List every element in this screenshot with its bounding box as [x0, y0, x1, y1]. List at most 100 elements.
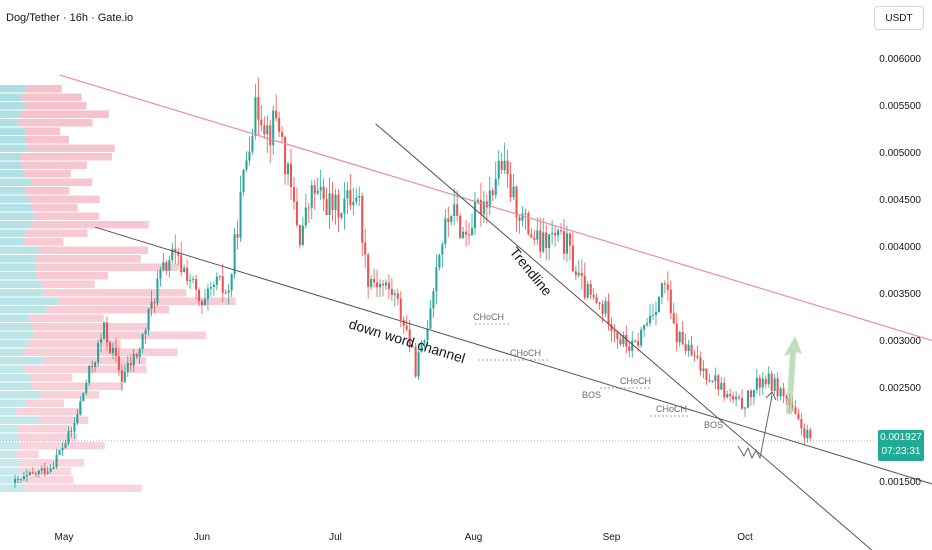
candle-body — [651, 314, 655, 316]
candle-body — [494, 178, 497, 196]
candle-body — [708, 380, 711, 382]
candle-body — [16, 478, 20, 480]
candle-body — [248, 151, 251, 161]
candle-body — [634, 340, 637, 342]
candle-body — [527, 213, 530, 235]
candle-body — [444, 218, 447, 244]
candle-body — [530, 234, 533, 238]
candle-body — [387, 282, 390, 290]
candle-body — [114, 347, 117, 357]
candle-body — [307, 207, 310, 209]
candle-body — [73, 423, 76, 432]
candle-body — [390, 289, 393, 295]
candle-body — [135, 353, 138, 358]
currency-button[interactable]: USDT — [874, 6, 924, 30]
candle-body — [168, 259, 171, 271]
choch-label: CHoCH — [656, 404, 687, 414]
candle-body — [177, 252, 180, 256]
candle-body — [108, 342, 112, 354]
candle-body — [295, 201, 298, 226]
candle-body — [559, 230, 563, 232]
candle-body — [378, 283, 382, 288]
candle-body — [76, 414, 79, 424]
candle-body — [482, 201, 485, 215]
candle-body — [203, 299, 206, 306]
candle-body — [491, 190, 494, 196]
candle-body — [702, 368, 705, 372]
candle-body — [809, 429, 812, 438]
candle-body — [147, 308, 150, 331]
candle-body — [580, 272, 583, 276]
choch-label: CHoCH — [620, 376, 651, 386]
candle-body — [613, 330, 616, 332]
candle-body — [669, 289, 672, 314]
candle-body — [720, 382, 723, 390]
current-price-badge: 0.001927 07:23:31 — [878, 430, 924, 461]
candle-body — [557, 230, 560, 236]
candle-body — [272, 110, 275, 146]
candle-body — [800, 419, 803, 429]
candle-body — [598, 302, 601, 305]
candle-body — [619, 339, 622, 345]
candle-body — [663, 283, 666, 285]
candle-body — [465, 231, 468, 235]
volume-profile — [0, 82, 240, 502]
candle-body — [524, 213, 527, 215]
candle-body — [34, 473, 37, 475]
y-tick-label: 0.002500 — [879, 383, 921, 394]
candle-body — [554, 232, 557, 236]
candle-body — [14, 479, 17, 483]
candle-body — [565, 233, 568, 254]
candle-body — [441, 243, 444, 255]
candle-body — [521, 213, 524, 221]
candle-body — [40, 468, 43, 471]
candle-body — [331, 193, 334, 211]
price-axis: 0.006000 0.005500 0.005000 0.004500 0.004000… — [879, 54, 921, 488]
candle-body — [592, 294, 595, 298]
candle-body — [758, 377, 761, 388]
candle-body — [726, 394, 729, 398]
candle-body — [649, 315, 652, 324]
candle-body — [144, 330, 147, 335]
candle-body — [456, 204, 459, 216]
candle-body — [192, 279, 195, 281]
candle-body — [723, 382, 726, 398]
candle-body — [233, 234, 236, 275]
candle-body — [711, 380, 714, 382]
x-tick-label: May — [55, 532, 74, 543]
candle-body — [58, 450, 61, 456]
bos-label: BOS — [704, 420, 723, 430]
resistance-line — [59, 74, 932, 342]
candle-body — [212, 284, 215, 287]
candle-body — [100, 338, 103, 343]
candle-body — [22, 476, 25, 480]
candle-body — [31, 472, 34, 474]
candle-body — [251, 135, 254, 152]
candle-body — [236, 234, 239, 238]
candle-body — [91, 365, 94, 367]
candle-body — [278, 118, 281, 132]
candle-body — [738, 396, 741, 398]
candle-body — [503, 160, 506, 171]
candle-body — [414, 346, 417, 377]
candle-body — [195, 279, 198, 290]
candle-body — [545, 232, 548, 249]
candle-body — [180, 255, 183, 273]
currency-label: USDT — [885, 12, 913, 24]
candle-body — [340, 213, 343, 218]
candle-body — [568, 233, 571, 246]
candle-body — [162, 262, 165, 270]
candle-body — [411, 346, 414, 348]
candle-body — [55, 455, 58, 468]
candle-body — [729, 394, 732, 397]
candle-body — [186, 267, 189, 281]
candle-body — [806, 429, 809, 439]
candle-body — [687, 344, 690, 352]
candle-body — [325, 199, 328, 215]
trendline-label: Trendline — [507, 244, 556, 299]
candle-body — [625, 334, 628, 347]
candle-body — [224, 292, 227, 294]
candle-body — [797, 413, 800, 420]
candle-body — [770, 373, 773, 391]
